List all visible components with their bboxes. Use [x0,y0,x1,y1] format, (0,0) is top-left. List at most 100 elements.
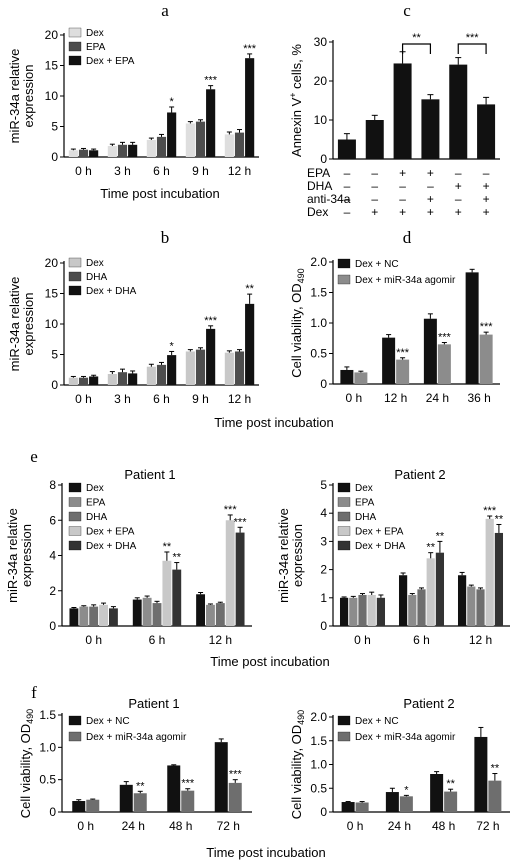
condition-mark: + [483,179,490,193]
bar [152,603,162,626]
bar [393,63,412,160]
significance-label: *** [243,43,257,55]
legend-swatch [68,511,82,522]
bar [195,349,206,385]
significance-bracket [457,43,487,54]
y-tick-label: 1.0 [310,316,327,330]
y-tick-label: 30 [314,35,328,49]
bar [89,150,99,157]
panel-letter: d [403,228,412,247]
y-tick-label: 1.0 [310,758,327,772]
bar [399,796,413,812]
legend-label: Dex + NC [355,259,399,270]
chart-panel-a: 0 5 10 15 20 miR-34a relative expression Dex EPA… [7,1,259,178]
bar [423,318,437,384]
panel-letter: e [30,447,38,466]
significance-label: ** [446,778,455,790]
bar [167,355,177,385]
legend-swatch [68,27,82,38]
bar [89,606,99,626]
legend-label: DHA [355,512,376,523]
legend-swatch [68,271,82,282]
y-tick-label: 5 [51,348,58,362]
legend-label: Dex + DHA [355,541,406,552]
legend-swatch [337,258,351,269]
condition-mark: – [455,166,462,180]
bar [376,597,386,626]
bar [477,104,496,159]
x-tick-label: 48 h [432,819,455,833]
bar [421,99,440,159]
condition-label: DHA [307,179,332,193]
bracket-label: *** [466,32,480,44]
bar [358,594,367,626]
bar [162,560,172,626]
bar [206,604,215,626]
legend-label: Dex + EPA [86,56,135,67]
chart-panel-b: 0 5 10 15 20 miR-34a relative expression Dex DHA… [7,228,259,406]
condition-mark: – [344,192,351,206]
bar [117,144,128,157]
bar [181,790,195,812]
x-tick-label: 36 h [467,391,490,405]
y-tick-label: 2.0 [310,255,327,269]
x-tick-label: 0 h [77,819,94,833]
y-axis-label: miR-34a relative [276,508,291,603]
x-axis-label: Time post incubation [210,654,329,669]
bar [72,801,86,812]
bar [444,791,458,812]
x-tick-label: 12 h [209,633,232,647]
condition-mark: + [455,205,462,219]
y-tick-label: 20 [45,28,59,42]
legend-label: Dex + miR-34a agomir [86,732,187,743]
legend-label: Dex + miR-34a agomir [355,275,456,286]
chart-panel-e2: 0 1 2 3 4 5 miR-34a relative expression Dex EPA DH… [276,467,510,647]
panel-title: Patient 2 [394,467,445,482]
significance-label: ** [495,513,504,525]
legend-swatch [68,540,82,551]
bar [107,146,117,157]
bar [228,782,242,812]
y-tick-label: 2.0 [310,710,327,724]
y-axis-label-main: Annexin V [289,97,304,157]
legend-swatch [337,715,351,726]
y-tick-label: 0 [49,805,56,819]
y-tick-label: 3 [320,534,327,548]
bar [78,149,89,157]
bar [365,120,384,159]
bar [465,272,479,384]
significance-label: ** [245,283,254,295]
bar [79,606,89,626]
condition-mark: – [371,179,378,193]
bar [224,134,234,157]
y-axis-label: expression [290,524,305,587]
bar [457,575,467,626]
significance-bracket [401,43,432,54]
y-axis-label-subscript: 490 [296,268,306,283]
bar [488,780,502,812]
legend-label: Dex [355,483,373,494]
legend-label: Dex [86,28,104,39]
legend-swatch [68,482,82,493]
x-tick-label: 72 h [217,819,240,833]
x-tick-label: 24 h [426,391,449,405]
condition-mark: – [483,166,490,180]
panel-title: Patient 1 [128,696,179,711]
x-tick-label: 3 h [114,392,131,406]
x-tick-label: 9 h [192,164,209,178]
y-tick-label: 0 [320,805,327,819]
significance-label: *** [483,505,497,517]
legend-label: EPA [86,42,106,53]
bar [215,603,225,626]
bar [476,589,485,626]
bar [354,372,368,384]
y-tick-label: 10 [45,317,59,331]
significance-label: *** [438,332,452,344]
significance-label: ** [436,530,445,542]
y-tick-label: 10 [314,113,328,127]
legend-swatch [68,731,82,742]
x-tick-label: 12 h [228,392,251,406]
bar [142,597,152,626]
condition-mark: – [399,179,406,193]
y-tick-label: 2 [49,584,56,598]
